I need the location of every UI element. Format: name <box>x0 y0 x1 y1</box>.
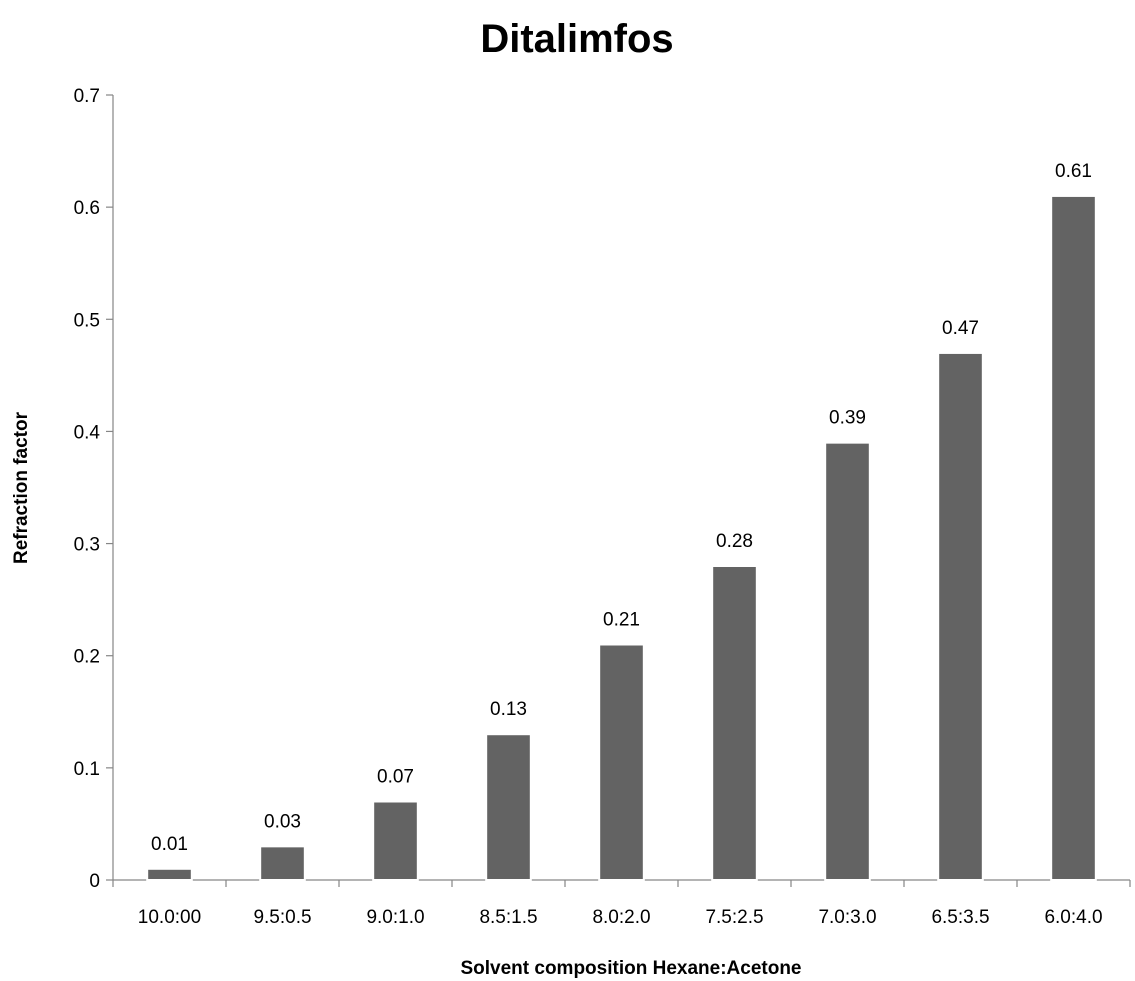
y-tick-label: 0.6 <box>74 198 100 219</box>
bar <box>824 441 871 881</box>
data-label: 0.61 <box>1055 161 1092 182</box>
y-tick-label: 0.5 <box>74 310 100 331</box>
bar <box>146 867 193 881</box>
x-tick-label: 10.0:00 <box>138 907 201 928</box>
x-tick-label: 8.5:1.5 <box>479 907 537 928</box>
y-axis-title: Refraction factor <box>11 411 32 564</box>
y-tick-label: 0.1 <box>74 759 100 780</box>
bar <box>711 565 758 881</box>
y-tick-label: 0.4 <box>74 422 101 443</box>
x-tick-label: 6.5:3.5 <box>931 907 989 928</box>
x-axis-title: Solvent composition Hexane:Acetone <box>460 958 801 979</box>
bar <box>485 733 532 882</box>
data-label: 0.28 <box>716 531 753 552</box>
x-tick-label: 7.5:2.5 <box>705 907 763 928</box>
bar <box>598 643 645 881</box>
data-label: 0.21 <box>603 610 640 631</box>
x-tick-label: 6.0:4.0 <box>1044 907 1102 928</box>
y-tick-label: 0.7 <box>74 86 100 107</box>
x-tick-label: 7.0:3.0 <box>818 907 876 928</box>
data-label: 0.13 <box>490 699 527 720</box>
data-label: 0.01 <box>151 834 188 855</box>
bar <box>937 351 984 881</box>
data-label: 0.47 <box>942 318 979 339</box>
x-tick-label: 8.0:2.0 <box>592 907 650 928</box>
data-label: 0.03 <box>264 811 301 832</box>
data-label: 0.07 <box>377 767 414 788</box>
x-tick-label: 9.0:1.0 <box>366 907 424 928</box>
y-tick-label: 0.2 <box>74 647 100 668</box>
y-tick-label: 0.3 <box>74 535 100 556</box>
x-tick-label: 9.5:0.5 <box>253 907 311 928</box>
plot-area: 0 0.1 0.2 0.3 0.4 0.5 0.6 0.7 0.01 10.0:00 0.03 9.5… <box>74 86 1131 928</box>
bar <box>1050 194 1097 881</box>
chart-title: Ditalimfos <box>480 17 673 61</box>
y-tick-label: 0 <box>89 871 100 892</box>
bar <box>372 800 419 881</box>
bar <box>259 845 306 881</box>
data-label: 0.39 <box>829 408 866 429</box>
